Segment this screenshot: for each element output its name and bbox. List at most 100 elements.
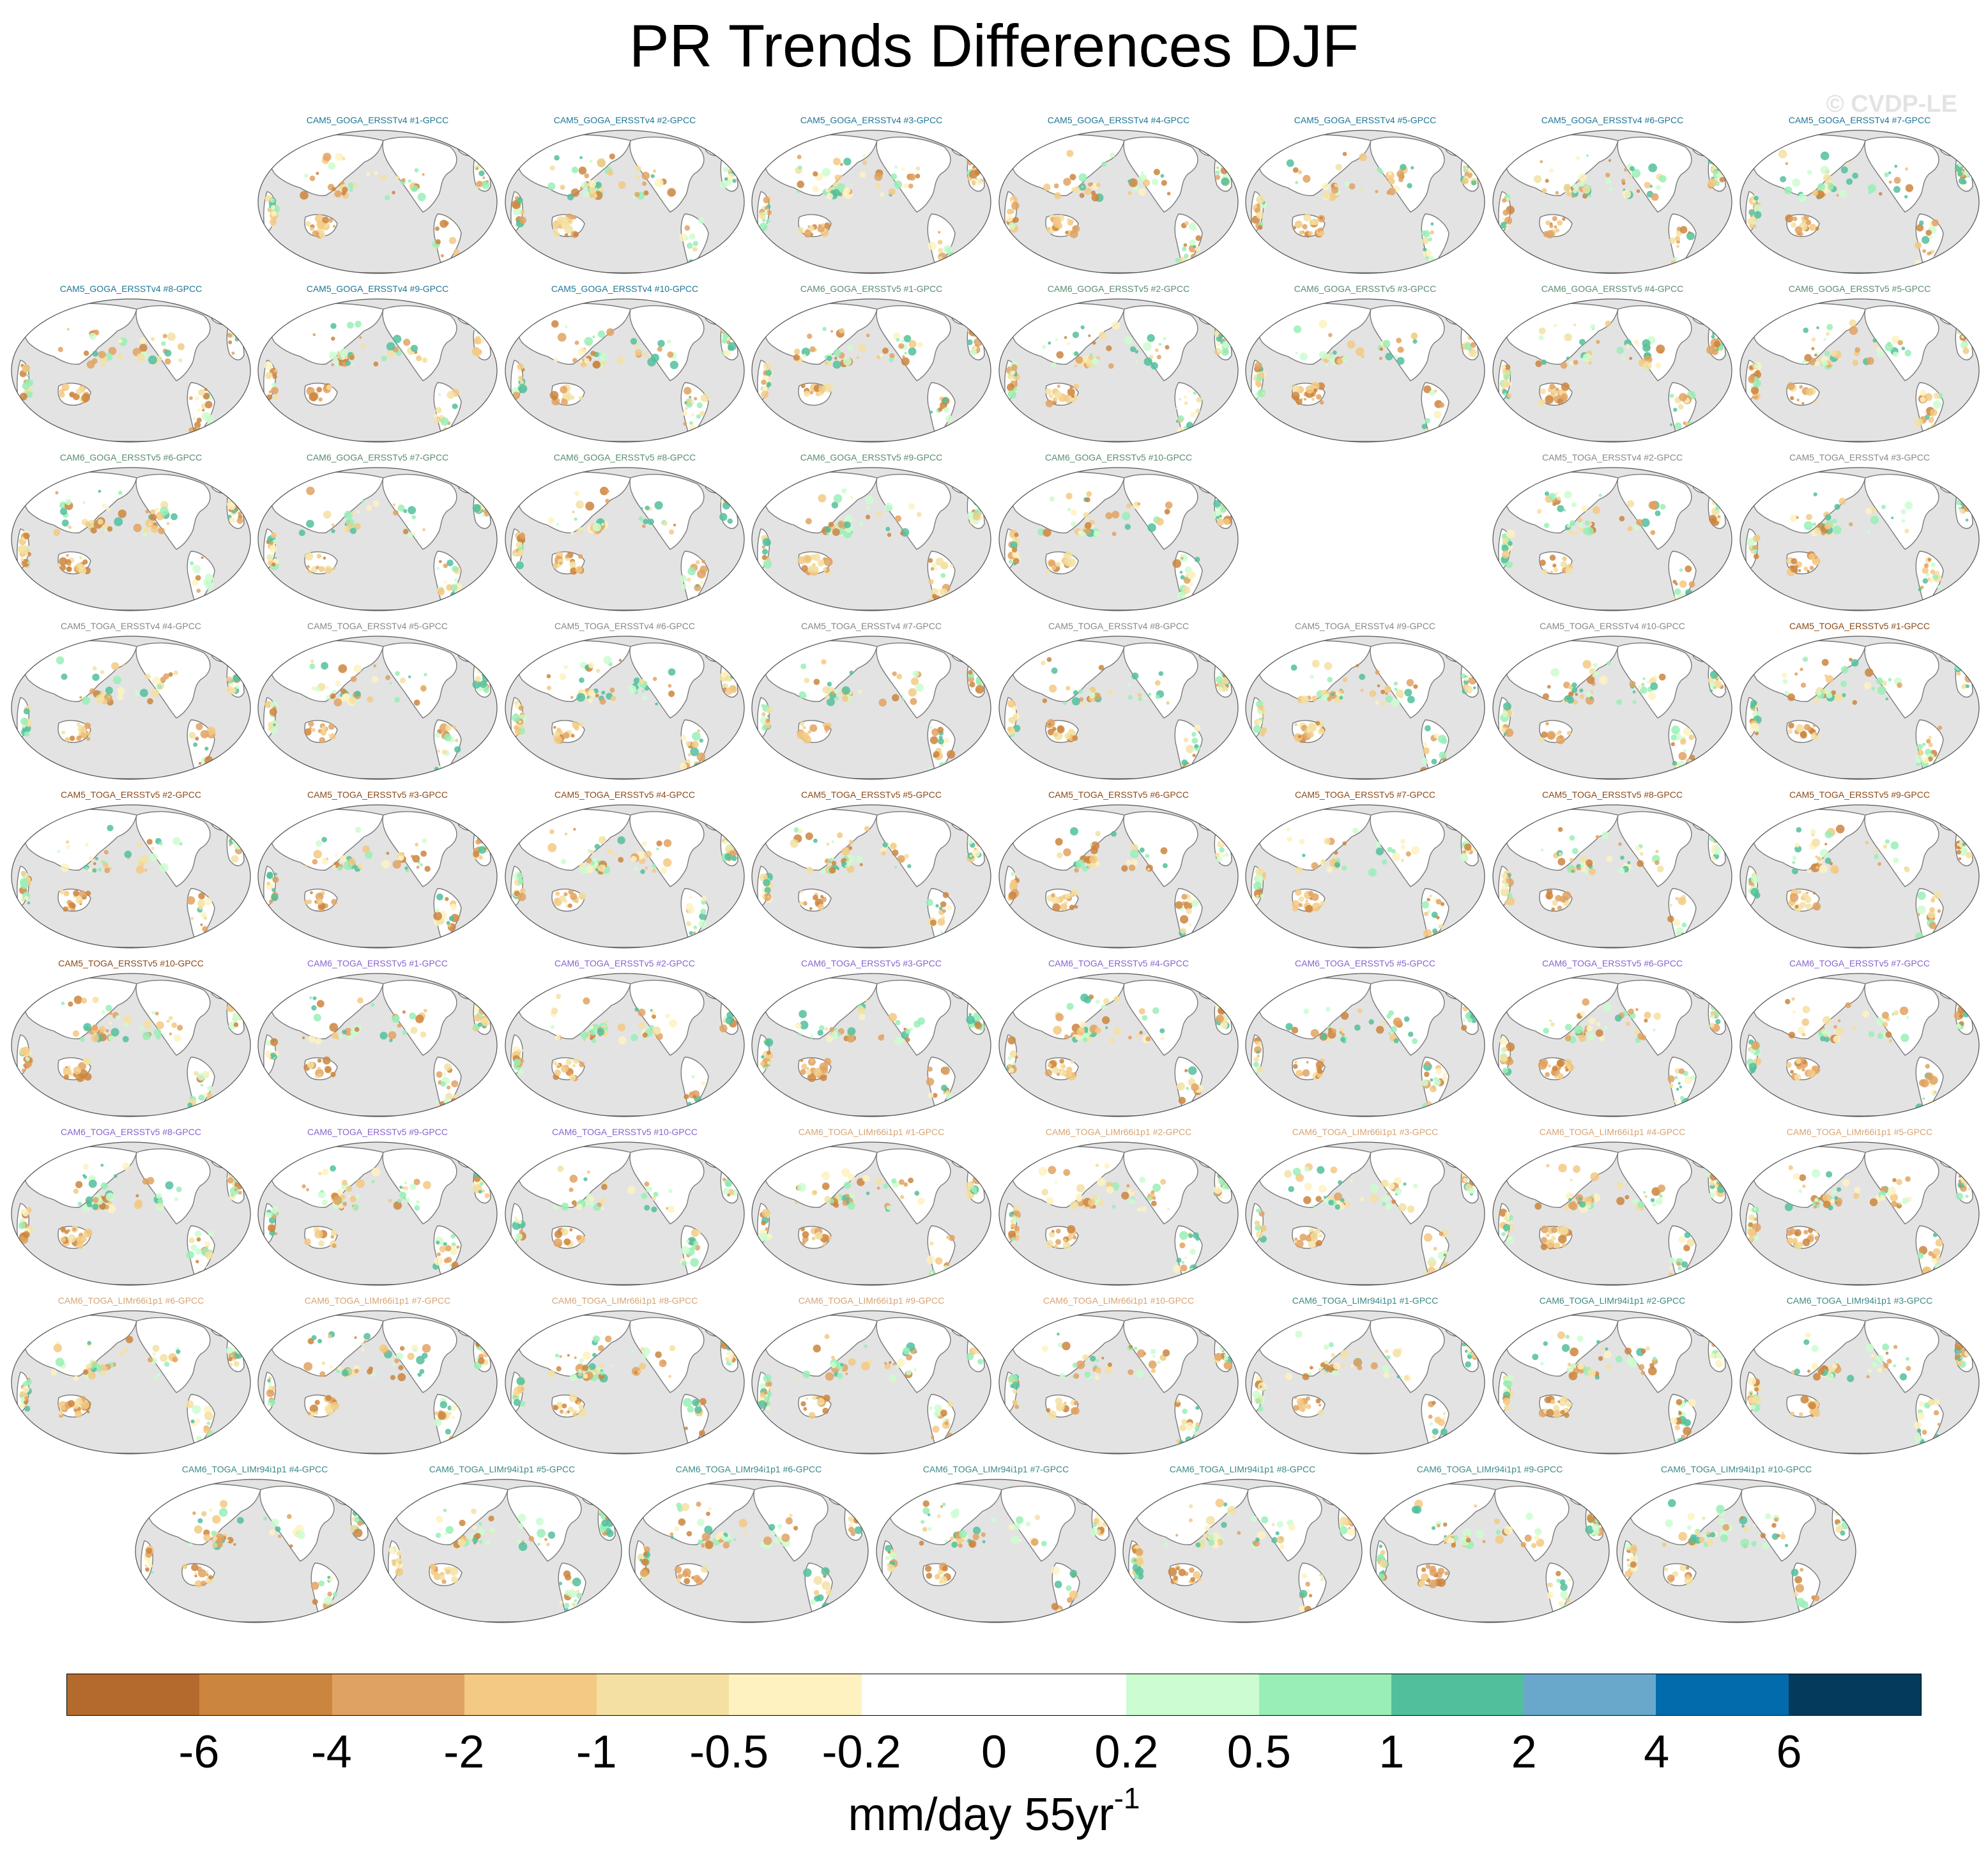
- trend-patch: [1853, 490, 1856, 492]
- trend-patch: [1216, 347, 1220, 351]
- trend-patch: [684, 1094, 689, 1099]
- trend-patch: [967, 839, 974, 844]
- trend-patch: [1927, 756, 1933, 762]
- trend-patch: [420, 685, 427, 692]
- trend-patch: [206, 1092, 213, 1099]
- trend-patch: [1706, 345, 1715, 355]
- trend-patch: [1904, 167, 1909, 171]
- robinson-map: [257, 636, 498, 780]
- map-panel: CAM5_TOGA_ERSSTv5 #1-GPCC: [1738, 621, 1982, 788]
- trend-patch: [594, 844, 600, 850]
- trend-patch: [1688, 734, 1695, 740]
- trend-patch: [938, 407, 943, 412]
- trend-patch: [797, 165, 802, 170]
- trend-patch: [1427, 910, 1431, 913]
- trend-patch: [1590, 324, 1596, 330]
- trend-patch: [797, 828, 803, 834]
- trend-patch: [1938, 725, 1943, 730]
- trend-patch: [1571, 848, 1579, 855]
- trend-patch: [608, 170, 614, 176]
- trend-patch: [969, 682, 975, 688]
- panel-title: CAM5_TOGA_ERSSTv5 #9-GPCC: [1789, 790, 1930, 800]
- trend-patch: [1957, 843, 1961, 846]
- trend-patch: [440, 417, 449, 426]
- trend-patch: [472, 680, 481, 689]
- trend-patch: [800, 1058, 804, 1062]
- trend-patch: [638, 516, 643, 521]
- trend-patch: [686, 921, 692, 927]
- trend-patch: [700, 260, 707, 268]
- trend-patch: [21, 1046, 30, 1056]
- trend-patch: [339, 855, 347, 863]
- trend-patch: [929, 410, 933, 414]
- trend-patch: [1671, 725, 1680, 735]
- trend-patch: [638, 1009, 646, 1017]
- trend-patch: [1165, 501, 1173, 509]
- trend-patch: [557, 333, 567, 342]
- trend-patch: [1223, 833, 1229, 839]
- trend-patch: [1821, 360, 1828, 367]
- trend-patch: [473, 1014, 481, 1022]
- trend-patch: [1569, 858, 1573, 862]
- trend-patch: [1555, 191, 1559, 195]
- trend-patch: [173, 670, 178, 676]
- trend-patch: [1092, 340, 1096, 345]
- trend-patch: [85, 1026, 89, 1030]
- trend-patch: [1964, 329, 1973, 337]
- trend-patch: [682, 411, 688, 416]
- trend-patch: [1920, 390, 1927, 397]
- trend-patch: [440, 220, 448, 228]
- trend-patch: [820, 895, 824, 899]
- trend-patch: [520, 1049, 524, 1052]
- trend-patch: [1007, 1064, 1013, 1068]
- trend-patch: [1804, 896, 1812, 903]
- map-panel: CAM5_GOGA_ERSSTv4 #10-GPCC: [503, 284, 747, 451]
- trend-patch: [1891, 516, 1894, 519]
- trend-patch: [901, 167, 905, 171]
- trend-patch: [1640, 518, 1650, 528]
- trend-patch: [1347, 340, 1356, 349]
- trend-patch: [196, 588, 201, 593]
- trend-patch: [1096, 183, 1101, 187]
- trend-patch: [1179, 570, 1183, 574]
- trend-patch: [433, 413, 438, 418]
- trend-patch: [1927, 558, 1931, 561]
- trend-patch: [411, 185, 418, 192]
- trend-patch: [645, 850, 652, 858]
- panel-title: CAM6_GOGA_ERSSTv5 #10-GPCC: [1044, 452, 1193, 462]
- trend-patch: [806, 866, 814, 874]
- trend-patch: [398, 855, 404, 861]
- trend-patch: [903, 335, 912, 342]
- trend-patch: [239, 505, 242, 508]
- trend-patch: [1632, 700, 1637, 705]
- trend-patch: [1079, 1021, 1087, 1028]
- trend-patch: [512, 206, 521, 216]
- trend-patch: [1709, 836, 1716, 842]
- trend-patch: [1049, 496, 1055, 502]
- trend-patch: [1962, 179, 1967, 185]
- trend-patch: [310, 227, 314, 231]
- trend-patch: [635, 176, 639, 180]
- trend-patch: [338, 356, 342, 360]
- trend-patch: [232, 1013, 240, 1021]
- trend-patch: [402, 528, 409, 535]
- trend-patch: [942, 259, 951, 268]
- trend-patch: [573, 1057, 579, 1064]
- trend-patch: [912, 670, 919, 677]
- trend-patch: [1334, 862, 1340, 868]
- trend-patch: [1383, 345, 1386, 348]
- trend-patch: [966, 1015, 975, 1025]
- trend-patch: [601, 523, 604, 526]
- trend-patch: [1866, 356, 1874, 365]
- trend-patch: [719, 513, 728, 521]
- trend-patch: [1334, 183, 1338, 187]
- panel-title: CAM6_GOGA_ERSSTv5 #7-GPCC: [306, 452, 449, 462]
- trend-patch: [908, 503, 915, 510]
- trend-patch: [1711, 158, 1719, 165]
- robinson-map: [11, 804, 251, 949]
- trend-patch: [323, 510, 332, 519]
- map-panel-grid: CAM5_GOGA_ERSSTv4 #1-GPCC CAM5_GOGA_ERSST…: [11, 115, 1982, 1623]
- trend-patch: [83, 730, 87, 733]
- trend-patch: [937, 918, 945, 926]
- trend-patch: [1500, 887, 1510, 897]
